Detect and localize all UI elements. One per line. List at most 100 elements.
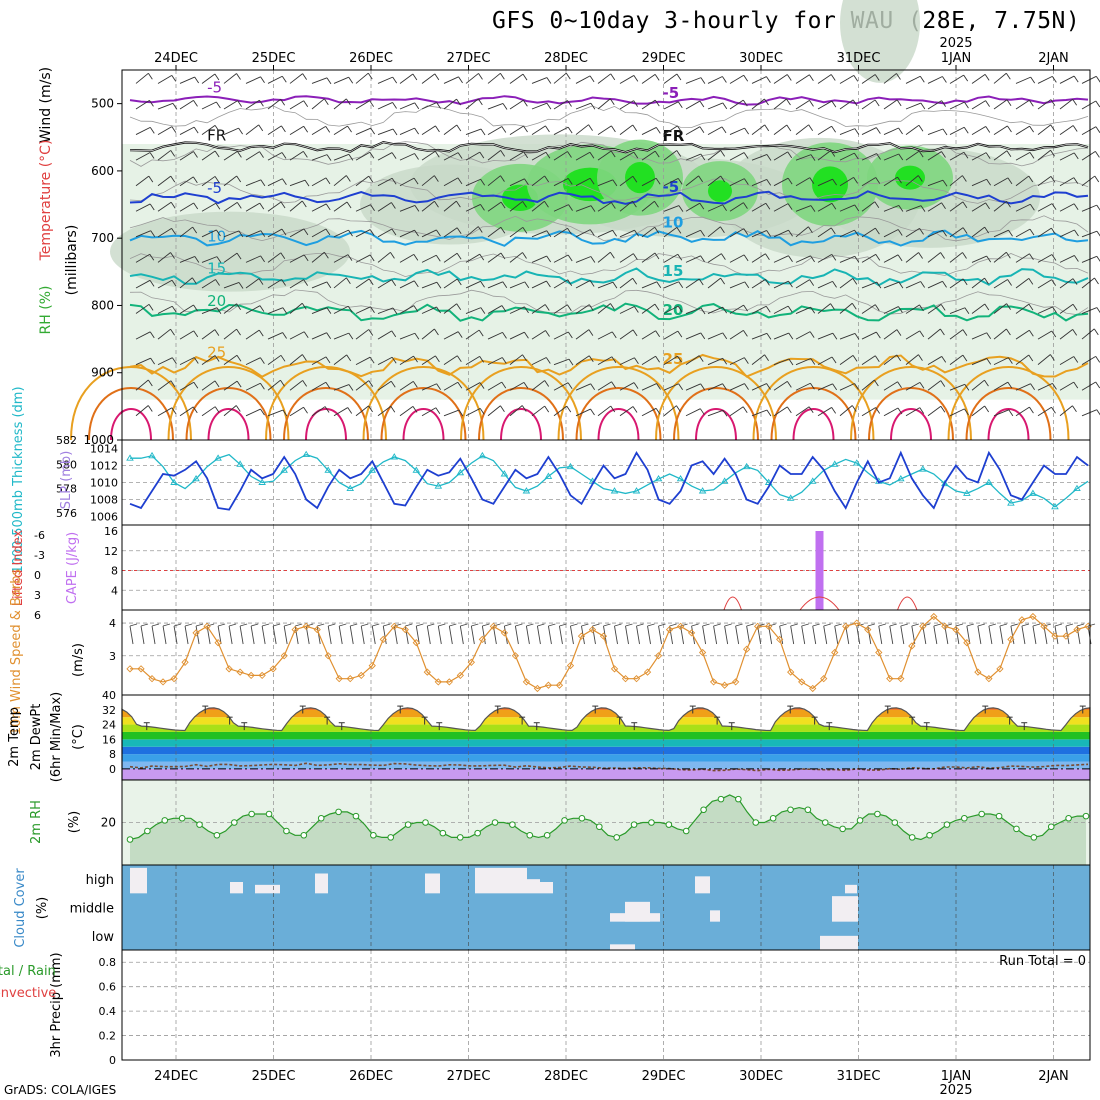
wind-barb-flag bbox=[830, 227, 836, 235]
wind-barb bbox=[839, 383, 855, 391]
diurnal-contour bbox=[868, 387, 954, 441]
isotherm-20 bbox=[129, 302, 1089, 322]
wind-barb-flag bbox=[195, 623, 204, 627]
wind-barb bbox=[658, 625, 662, 645]
wind-speed-point bbox=[456, 671, 464, 680]
wind-barb-flag bbox=[940, 252, 945, 259]
wind-barb bbox=[404, 625, 409, 645]
wind-barb bbox=[817, 125, 832, 135]
wind-barb-flag bbox=[391, 356, 397, 364]
wind-barb-flag bbox=[722, 306, 728, 314]
wind-barb bbox=[663, 305, 679, 314]
wind-barb bbox=[949, 126, 965, 135]
wind-barb bbox=[839, 176, 854, 187]
wind-barb-flag bbox=[258, 329, 264, 337]
wind-barb bbox=[949, 151, 965, 161]
wind-barb-flag bbox=[786, 381, 792, 388]
wind-barb-flag bbox=[854, 383, 859, 390]
wind-barb-flag bbox=[632, 329, 638, 337]
wind-barb bbox=[949, 101, 965, 110]
temp-band bbox=[122, 709, 1090, 718]
wind-barb-flag bbox=[325, 203, 331, 211]
wind-barb bbox=[707, 126, 723, 135]
wind-barb bbox=[685, 153, 701, 161]
wind-barb bbox=[245, 76, 261, 84]
wind-barb bbox=[949, 307, 966, 314]
wind-barb-flag bbox=[1096, 256, 1100, 262]
wind-barb bbox=[685, 383, 701, 391]
wind-barb-flag bbox=[1072, 304, 1078, 311]
wind-barb-flag bbox=[566, 405, 572, 413]
wind-barb-flag bbox=[325, 228, 331, 236]
wind-barb bbox=[487, 201, 502, 212]
wind-barb-flag bbox=[1030, 76, 1036, 84]
wind-barb bbox=[355, 229, 371, 238]
wind-barb-flag bbox=[1007, 177, 1013, 185]
wind-barb bbox=[795, 255, 811, 263]
wind-barb bbox=[355, 380, 370, 391]
wind-barb-flag bbox=[720, 226, 725, 234]
date-label-bottom: 26DEC bbox=[349, 1069, 393, 1084]
wind-barb bbox=[201, 355, 216, 366]
cloud-patch bbox=[820, 935, 858, 950]
wind-barb bbox=[1021, 625, 1026, 645]
wind-barb bbox=[575, 151, 591, 161]
wind-barb bbox=[977, 625, 982, 645]
slp-tick: 1014 bbox=[90, 443, 118, 456]
wind-barb-flag bbox=[545, 125, 550, 133]
date-label-top: 31DEC bbox=[837, 51, 881, 66]
wind-barb-flag bbox=[722, 358, 728, 365]
wind-barb-flag bbox=[636, 623, 644, 627]
diurnal-contour bbox=[88, 387, 174, 441]
wind-speed-point bbox=[247, 671, 255, 680]
wind-barb bbox=[223, 303, 237, 314]
wind-barb-flag bbox=[788, 332, 794, 340]
wind-barb-flag bbox=[786, 98, 791, 106]
wind-tick: 3 bbox=[109, 650, 116, 663]
wind-barb-flag bbox=[808, 124, 814, 132]
wind-barb bbox=[245, 408, 261, 417]
wind-barb-flag bbox=[896, 99, 902, 107]
wind-barb bbox=[839, 99, 854, 110]
date-label-bottom: 28DEC bbox=[544, 1069, 588, 1084]
wind-barb bbox=[702, 625, 707, 645]
thickness-point bbox=[324, 466, 333, 473]
date-label-bottom: 25DEC bbox=[252, 1069, 296, 1084]
wind-barb-flag bbox=[854, 204, 860, 212]
wind-barb-flag bbox=[567, 331, 573, 339]
wind-barb-flag bbox=[237, 151, 242, 158]
wind-barb-flag bbox=[1051, 254, 1057, 261]
wind-barb-flag bbox=[633, 306, 639, 313]
wind-barb-flag bbox=[831, 125, 837, 133]
wind-barb bbox=[1037, 149, 1051, 161]
ytick-label: 700 bbox=[91, 231, 114, 245]
rh-area bbox=[130, 794, 1086, 865]
wind-barb-flag bbox=[522, 201, 527, 208]
wind-barb bbox=[443, 355, 458, 366]
wind-barb-flag bbox=[830, 303, 835, 310]
wind-barb bbox=[355, 175, 370, 187]
wind-barb bbox=[1015, 151, 1031, 161]
wind-barb bbox=[487, 305, 503, 314]
wind-barb bbox=[949, 74, 964, 84]
rh-point bbox=[995, 812, 1003, 820]
wind-barb-flag bbox=[436, 383, 441, 390]
wind-barb-flag bbox=[390, 252, 395, 259]
wind-speed-point bbox=[853, 619, 861, 627]
wind-barb bbox=[971, 202, 986, 212]
wind-barb-flag bbox=[984, 74, 990, 81]
wind-barb bbox=[817, 178, 833, 187]
wind-barb bbox=[905, 304, 920, 314]
wind-barb bbox=[157, 175, 172, 187]
wind-barb bbox=[993, 303, 1007, 314]
wind-barb bbox=[355, 356, 371, 366]
wind-barb-flag bbox=[986, 255, 992, 263]
wind-barb-flag bbox=[854, 229, 859, 237]
wind-barb-flag bbox=[940, 380, 946, 387]
wind-barb-flag bbox=[456, 227, 462, 234]
wind-barb bbox=[135, 405, 149, 417]
precip-tick: 0.4 bbox=[99, 1005, 117, 1018]
wind-barb-flag bbox=[611, 356, 617, 363]
wind-barb-flag bbox=[812, 623, 820, 627]
wind-barb-flag bbox=[810, 205, 816, 212]
